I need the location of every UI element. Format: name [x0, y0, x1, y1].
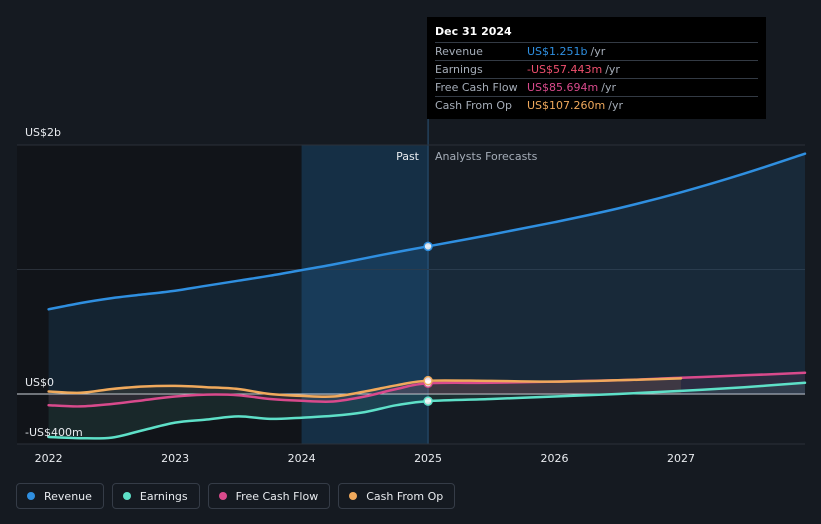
- tooltip-row: Earnings -US$57.443m/yr: [435, 60, 758, 78]
- tooltip-row-value: -US$57.443m: [527, 63, 603, 76]
- x-tick-label: 2023: [161, 452, 189, 465]
- chart-legend: Revenue Earnings Free Cash Flow Cash From O…: [16, 483, 456, 509]
- y-tick-label-bottom: -US$400m: [25, 426, 83, 439]
- circle-icon: [122, 492, 131, 500]
- tooltip-row: Free Cash Flow US$85.694m/yr: [435, 78, 758, 96]
- tooltip-row: Revenue US$1.251b/yr: [435, 42, 758, 60]
- tooltip-row: Cash From Op US$107.260m/yr: [435, 96, 758, 114]
- x-axis-ticks: 2022 2023 2024 2025 2026 2027: [35, 452, 695, 465]
- legend-item-earnings[interactable]: Earnings: [111, 483, 200, 509]
- circle-icon: [218, 492, 227, 500]
- x-tick-label: 2026: [541, 452, 569, 465]
- legend-label: Revenue: [44, 489, 92, 503]
- past-label: Past: [396, 150, 420, 163]
- tooltip-row-value: US$85.694m: [527, 81, 599, 94]
- legend-label: Cash From Op: [366, 489, 444, 503]
- earnings-area: [48, 382, 806, 439]
- x-tick-label: 2025: [414, 452, 442, 465]
- tooltip-row-label: Revenue: [435, 45, 483, 58]
- chart-grid: [17, 144, 805, 445]
- tooltip-row-unit: /yr: [605, 63, 620, 76]
- y-tick-label-zero: US$0: [25, 376, 55, 389]
- legend-item-free-cash-flow[interactable]: Free Cash Flow: [207, 483, 331, 509]
- tooltip-row-label: Cash From Op: [435, 99, 513, 112]
- legend-item-revenue[interactable]: Revenue: [16, 483, 104, 509]
- x-tick-label: 2027: [667, 452, 695, 465]
- revenue-area: [48, 153, 806, 394]
- forecast-label: Analysts Forecasts: [435, 150, 538, 163]
- tooltip-row-unit: /yr: [608, 99, 623, 112]
- cash-from-op-line: [47, 377, 683, 399]
- hover-tooltip: Dec 31 2024 Revenue US$1.251b/yr Earnings -…: [427, 17, 766, 119]
- earnings-marker: [423, 396, 433, 406]
- tooltip-row-value: US$1.251b: [527, 45, 588, 58]
- tooltip-row-value: US$107.260m: [527, 99, 606, 112]
- y-tick-label-top: US$2b: [25, 126, 62, 139]
- revenue-marker: [423, 241, 433, 252]
- cash-from-op-marker: [423, 375, 433, 386]
- circle-icon: [349, 492, 358, 500]
- x-tick-label: 2022: [35, 452, 63, 465]
- legend-label: Free Cash Flow: [235, 489, 319, 503]
- legend-item-cash-from-op[interactable]: Cash From Op: [338, 483, 456, 509]
- chart-lines: [47, 152, 807, 440]
- legend-label: Earnings: [139, 489, 188, 503]
- tooltip-rows: Revenue US$1.251b/yr Earnings -US$57.443m/y…: [435, 42, 758, 114]
- tooltip-row-unit: /yr: [601, 81, 616, 94]
- earnings-line: [47, 381, 807, 440]
- chart-markers: [423, 241, 433, 406]
- tooltip-row-label: Free Cash Flow: [435, 81, 518, 94]
- x-tick-label: 2024: [288, 452, 316, 465]
- revenue-line: [47, 152, 807, 311]
- tooltip-date: Dec 31 2024: [435, 25, 512, 38]
- tooltip-row-label: Earnings: [435, 63, 483, 76]
- tooltip-row-unit: /yr: [590, 45, 606, 58]
- circle-icon: [27, 492, 35, 500]
